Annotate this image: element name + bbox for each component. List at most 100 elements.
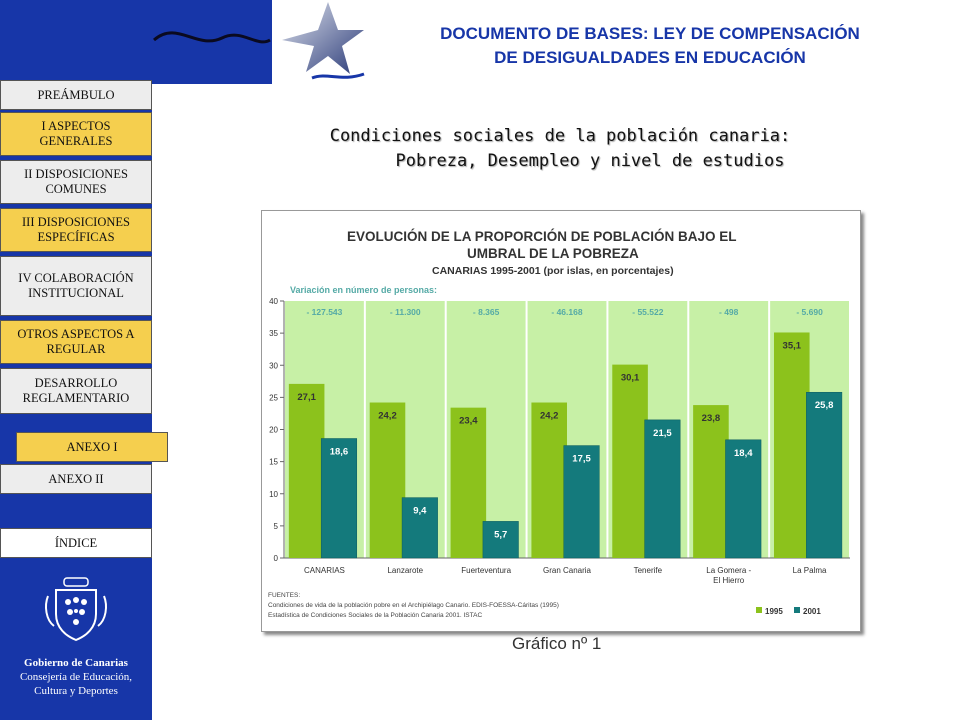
y-tick-label: 15 (269, 458, 278, 467)
nav-disposiciones-especificas-label: III DISPOSICIONES ESPECÍFICAS (22, 215, 130, 244)
logo-title: Gobierno de Canarias (24, 657, 128, 669)
nav-preambulo-label: PREÁMBULO (37, 87, 115, 102)
nav-colaboracion-institucional-label: IV COLABORACIÓN INSTITUCIONAL (18, 271, 134, 300)
data-label-2001: 9,4 (413, 506, 427, 517)
x-tick-label: La Gomera - (706, 566, 751, 575)
bar-2001 (320, 438, 358, 559)
banner-graphic (152, 0, 272, 84)
bar-1995 (612, 364, 648, 558)
nav-colaboracion-institucional-button[interactable]: IV COLABORACIÓN INSTITUCIONAL (0, 256, 152, 316)
nav-anexo-1-button[interactable]: ANEXO I (16, 432, 168, 462)
page-title: DOCUMENTO DE BASES: LEY DE COMPENSACIÓN … (380, 22, 920, 70)
variation-value: - 55.522 (632, 307, 663, 317)
poverty-chart: EVOLUCIÓN DE LA PROPORCIÓN DE POBLACIÓN … (261, 210, 861, 632)
variation-value: - 5.690 (796, 307, 823, 317)
nav-otros-aspectos-label: OTROS ASPECTOS A REGULAR (17, 327, 135, 356)
x-tick-label: CANARIAS (304, 566, 345, 575)
bar-1995 (773, 332, 810, 558)
logo-line2: Consejería de Educación, (19, 671, 133, 683)
bar-1995 (369, 402, 406, 558)
nav-anexo-2-button[interactable]: ANEXO II (0, 464, 152, 494)
data-label-1995: 23,4 (459, 416, 478, 427)
nav-anexo-2-label: ANEXO II (48, 471, 104, 486)
nav-aspectos-generales-button[interactable]: I ASPECTOS GENERALES (0, 112, 152, 156)
y-tick-label: 40 (269, 297, 278, 306)
y-tick-label: 10 (269, 490, 278, 499)
x-tick-label: Tenerife (634, 566, 663, 575)
chart-legend: 1995 2001 (756, 607, 821, 616)
nav-aspectos-generales-label: I ASPECTOS GENERALES (39, 119, 113, 148)
data-label-2001: 17,5 (572, 454, 591, 465)
nav-disposiciones-comunes-button[interactable]: II DISPOSICIONES COMUNES (0, 160, 152, 204)
bar-2001 (644, 419, 681, 559)
section-subtitle-line2: Pobreza, Desempleo y nivel de estudios (395, 151, 785, 171)
bar-1995 (531, 402, 567, 558)
bar-2001 (806, 391, 843, 559)
y-tick-label: 35 (269, 329, 278, 338)
nav-desarrollo-reglamentario-button[interactable]: DESARROLLO REGLAMENTARIO (0, 368, 152, 414)
x-tick-label: Fuerteventura (461, 566, 511, 575)
source-line-0: FUENTES: (268, 592, 300, 599)
y-tick-label: 30 (269, 361, 278, 370)
star-logo-icon (282, 2, 365, 80)
nav-preambulo-button[interactable]: PREÁMBULO (0, 80, 152, 110)
bar-1995 (693, 405, 729, 558)
variation-value: - 8.365 (473, 307, 500, 317)
page-title-line2: DE DESIGUALDADES EN EDUCACIÓN (494, 48, 806, 67)
data-label-1995: 24,2 (540, 411, 559, 422)
nav-disposiciones-especificas-button[interactable]: III DISPOSICIONES ESPECÍFICAS (0, 208, 152, 252)
nav-disposiciones-comunes-label: II DISPOSICIONES COMUNES (24, 167, 128, 196)
variation-label: Variación en número de personas: (290, 285, 437, 295)
page-title-line1: DOCUMENTO DE BASES: LEY DE COMPENSACIÓN (440, 24, 860, 43)
data-label-2001: 18,4 (734, 448, 753, 459)
nav-anexo-1-label: ANEXO I (66, 439, 118, 454)
data-label-1995: 35,1 (783, 340, 802, 351)
x-tick-label: Gran Canaria (543, 566, 592, 575)
poverty-chart-svg: EVOLUCIÓN DE LA PROPORCIÓN DE POBLACIÓN … (268, 229, 850, 619)
nav-otros-aspectos-button[interactable]: OTROS ASPECTOS A REGULAR (0, 320, 152, 364)
variation-value: - 46.168 (551, 307, 582, 317)
bar-1995 (450, 407, 487, 558)
y-tick-label: 5 (274, 522, 279, 531)
chart-title-line1: EVOLUCIÓN DE LA PROPORCIÓN DE POBLACIÓN … (347, 229, 737, 244)
data-label-1995: 27,1 (297, 392, 316, 403)
source-line-1: Condiciones de vida de la población pobr… (268, 602, 559, 609)
logo-line3: Cultura y Deportes (34, 685, 118, 697)
variation-value: - 127.543 (306, 307, 342, 317)
bar-2001 (563, 445, 600, 559)
gobierno-logo: Gobierno de Canarias Consejería de Educa… (0, 570, 152, 720)
x-tick-label: La Palma (793, 566, 827, 575)
variation-value: - 498 (719, 307, 739, 317)
nav-desarrollo-reglamentario-label: DESARROLLO REGLAMENTARIO (22, 376, 130, 405)
bar-1995 (288, 383, 325, 558)
bar-2001 (401, 497, 438, 559)
nav-indice-button[interactable]: ÍNDICE (0, 528, 152, 558)
data-label-1995: 30,1 (621, 373, 640, 384)
bar-2001 (725, 439, 762, 559)
legend-label-2001: 2001 (803, 607, 821, 616)
bar-2001 (482, 521, 519, 559)
y-tick-label: 20 (269, 426, 278, 435)
chart-caption: Gráfico nº 1 (512, 634, 602, 653)
y-tick-label: 0 (274, 554, 279, 563)
section-subtitle: Condiciones sociales de la población can… (250, 124, 870, 174)
legend-label-1995: 1995 (765, 607, 783, 616)
x-tick-label: El Hierro (713, 576, 745, 585)
y-tick-label: 25 (269, 393, 278, 402)
variation-value: - 11.300 (390, 307, 421, 317)
chart-subtitle: CANARIAS 1995-2001 (por islas, en porcen… (432, 265, 674, 277)
data-label-2001: 18,6 (330, 446, 349, 457)
chart-title-line2: UMBRAL DE LA POBREZA (467, 246, 639, 261)
coat-of-arms-icon (45, 577, 107, 642)
source-line-2: Estadística de Condiciones Sociales de l… (268, 612, 482, 619)
data-label-2001: 25,8 (815, 400, 834, 411)
legend-swatch-2001 (794, 607, 800, 613)
data-label-2001: 5,7 (494, 529, 507, 540)
data-label-1995: 23,8 (702, 413, 721, 424)
data-label-2001: 21,5 (653, 428, 672, 439)
x-tick-label: Lanzarote (387, 566, 423, 575)
section-subtitle-line1: Condiciones sociales de la población can… (329, 126, 791, 146)
data-label-1995: 24,2 (378, 411, 397, 422)
nav-indice-label: ÍNDICE (54, 535, 98, 550)
legend-swatch-1995 (756, 607, 762, 613)
